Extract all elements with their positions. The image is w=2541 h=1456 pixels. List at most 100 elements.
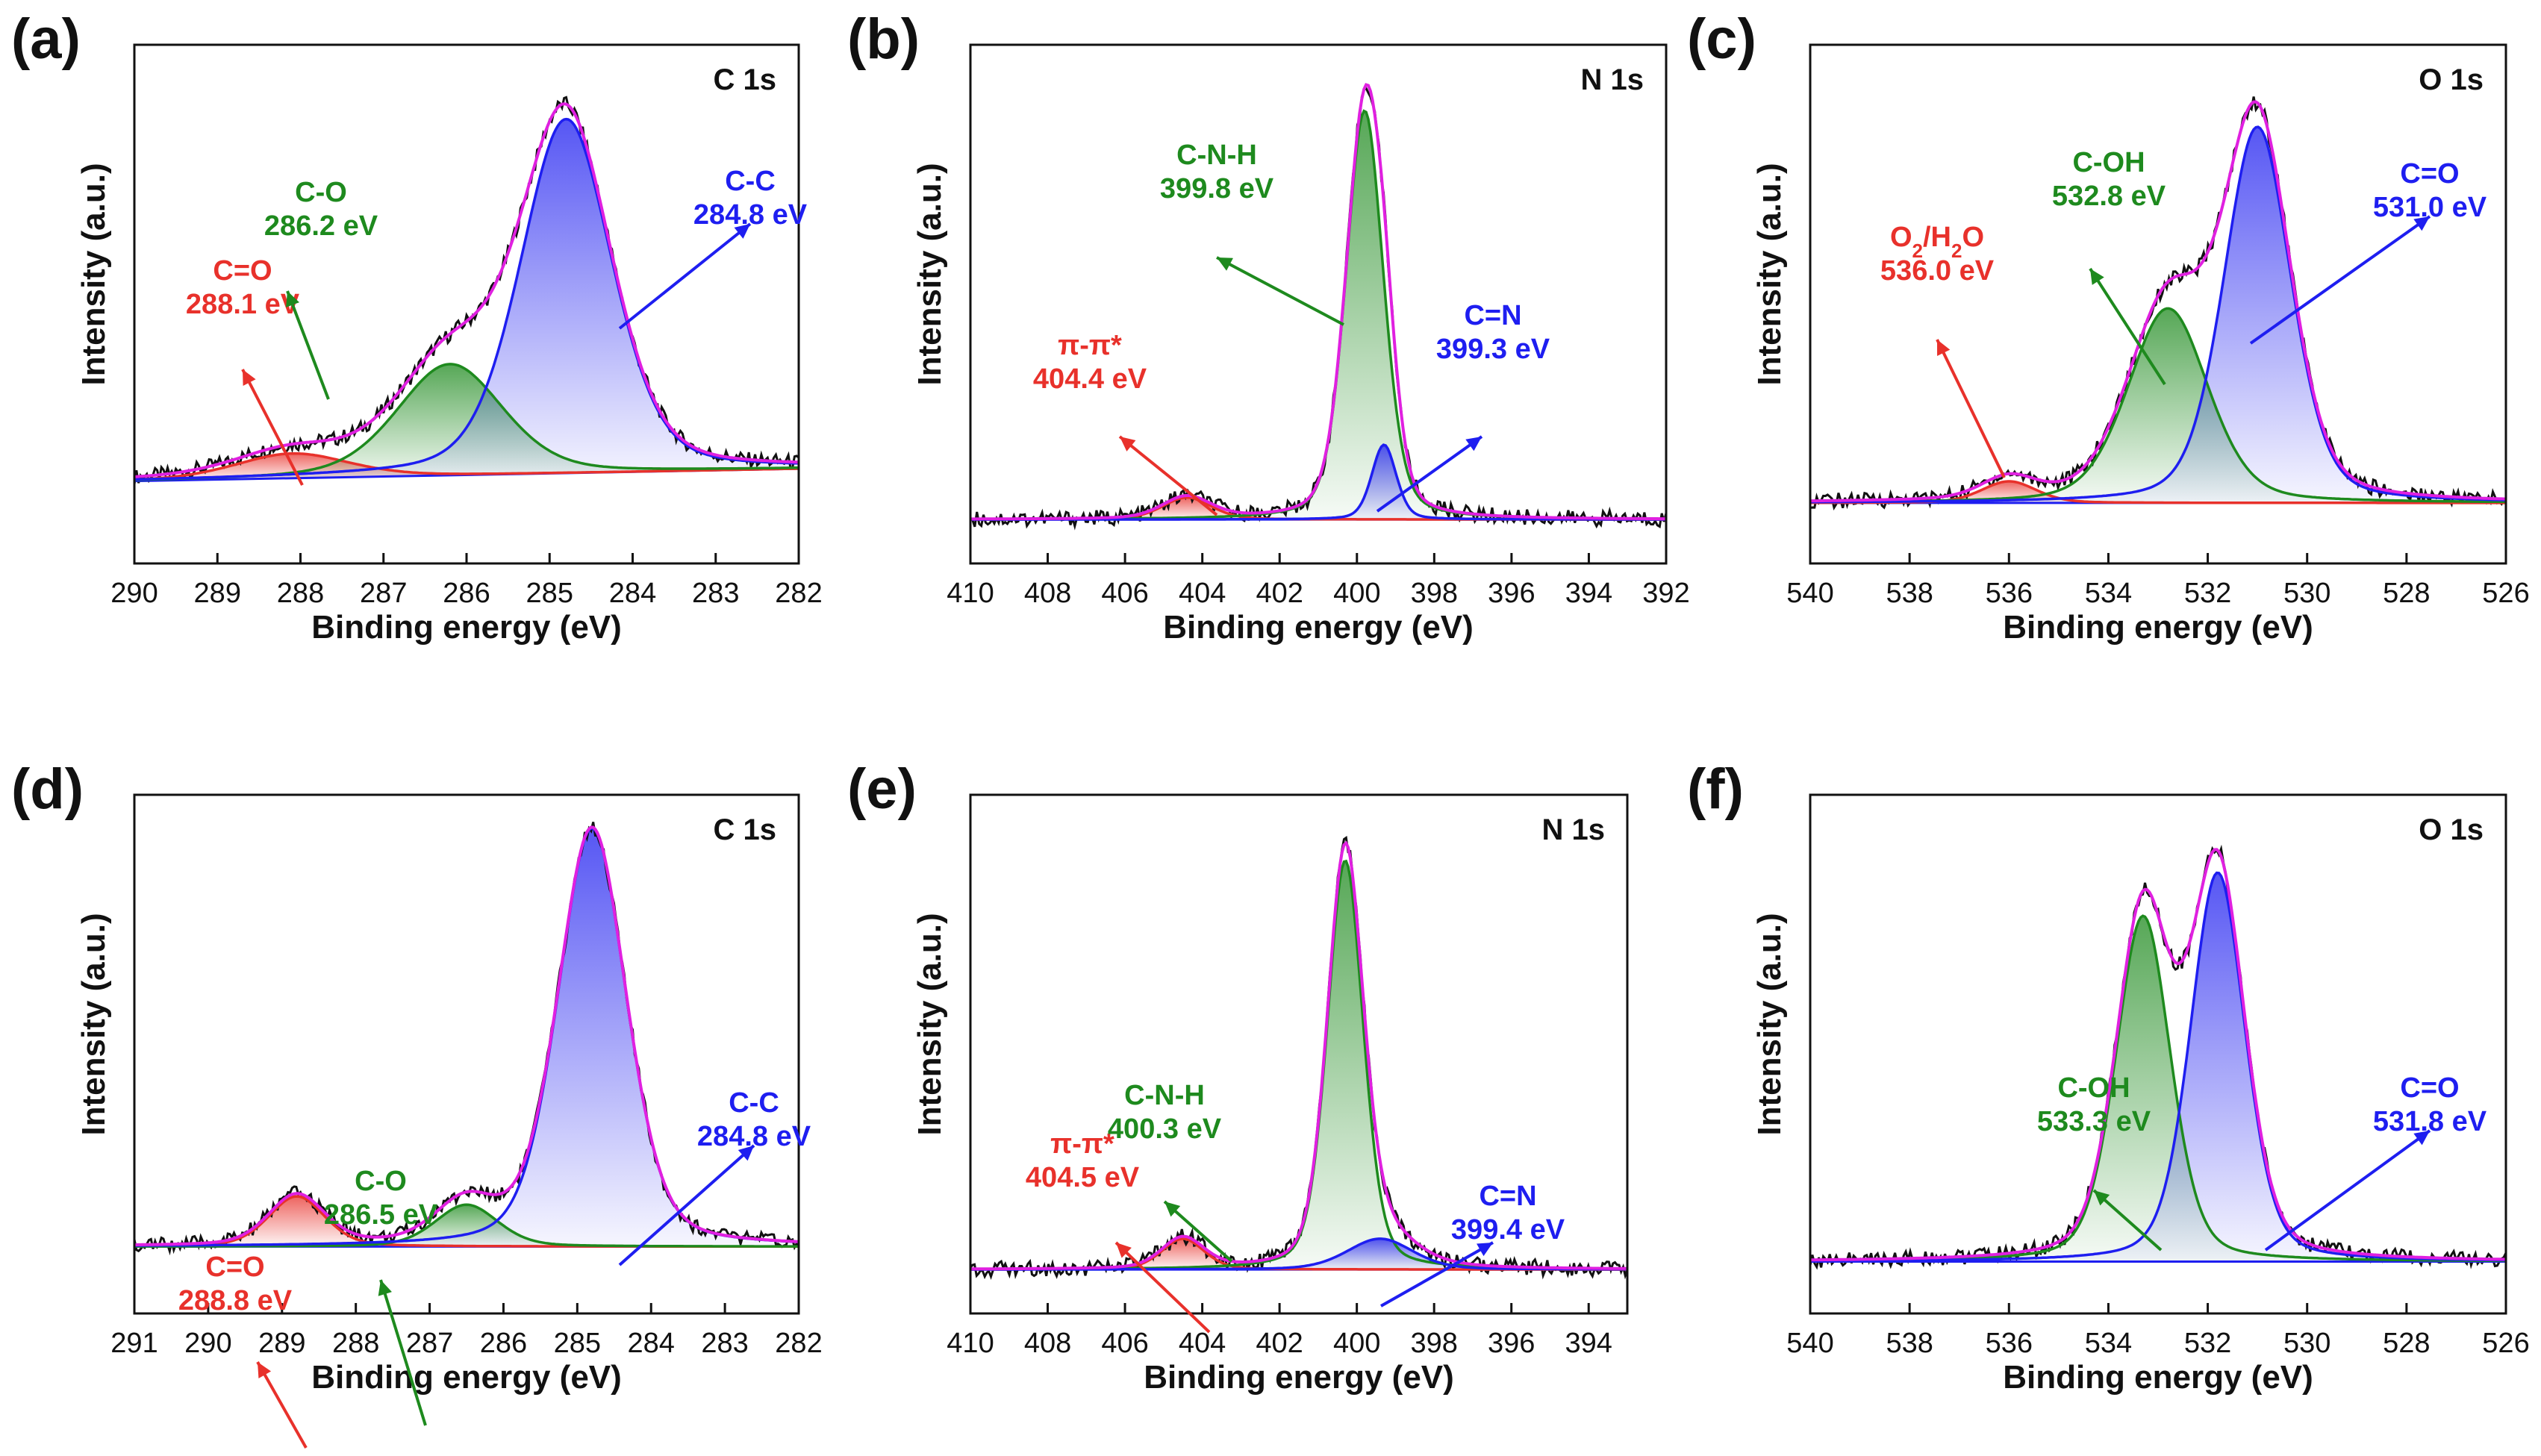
peak-label: C-N-H [1176,140,1257,171]
arrow-head-icon [2090,269,2104,285]
peak-energy-label: 536.0 eV [1880,255,1995,287]
x-tick-label: 394 [1565,1328,1612,1359]
y-axis-title: Intensity (a.u.) [75,913,112,1135]
x-tick-label: 398 [1410,1328,1457,1359]
x-axis-title: Binding energy (eV) [311,1359,622,1396]
peak-fill-C-C [134,828,799,1247]
peak-energy-label: 286.5 eV [324,1199,438,1231]
peak-energy-label: 533.3 eV [2037,1106,2151,1137]
peak-fill-C=O [134,1196,799,1247]
x-tick-label: 396 [1488,1328,1535,1359]
x-tick-label: 530 [2283,578,2330,609]
x-tick-label: 287 [360,578,407,609]
x-tick-label: 289 [258,1328,305,1359]
peak-label: C-O [355,1166,407,1197]
peak-label: O2/H2O [1890,222,1984,262]
annotation-arrow [1380,1241,1494,1307]
arrow-head-icon [1120,437,1136,452]
x-tick-label: 285 [526,578,573,609]
x-tick-label: 534 [2085,1328,2132,1359]
peak-label: C=N [1464,300,1521,331]
peak-label: π-π* [1050,1128,1114,1160]
envelope-fit [970,840,1627,1271]
arrow-head-icon [734,224,750,239]
peak-label: C=O [2400,1072,2459,1104]
x-tick-label: 396 [1488,578,1535,609]
panel-c: 540 538 536 534 532 530 528 526 Binding energy (… [1687,7,2530,646]
x-tick-label: 526 [2482,578,2529,609]
x-tick-label: 288 [277,578,324,609]
x-tick-label: 534 [2085,578,2132,609]
x-tick-label: 283 [701,1328,748,1359]
peak-label: C=O [205,1252,264,1283]
x-tick-label: 530 [2283,1328,2330,1359]
core-level-label: C 1s [714,63,777,96]
arrow-head-icon [378,1280,392,1296]
peak-fill-C-N-H [970,110,1666,520]
raw-spectrum [134,822,799,1256]
x-tick-label: 287 [406,1328,453,1359]
arrow-head-icon [1165,1202,1181,1217]
x-tick-label: 284 [609,578,656,609]
x-tick-label: 536 [1986,578,2033,609]
arrow-head-icon [243,369,256,386]
x-tick-label: 283 [692,578,739,609]
peak-label: C-O [295,177,347,208]
arrow-head-icon [1217,257,1233,271]
peak-energy-label: 288.1 eV [186,289,300,320]
arrow-head-icon [1937,340,1951,356]
arrow-head-icon [2094,1190,2110,1206]
annotation-arrow [618,222,752,330]
arrow-head-icon [2413,216,2430,231]
panel-d: 291 290 289 288 287 286 285 284 283 282 Binding en… [11,757,823,1449]
envelope-fit [134,102,799,478]
x-tick-label: 406 [1101,1328,1148,1359]
peak-energy-label: 284.8 eV [697,1121,811,1152]
envelope-fit [970,83,1666,521]
peak-energy-label: 399.4 eV [1451,1214,1565,1246]
axes-frame [969,793,1629,1315]
peak-label: C-OH [2057,1072,2130,1104]
peak-line-C=O [134,452,799,481]
envelope-fit [134,825,799,1246]
annotation-arrow [379,1279,427,1426]
arrow-head-icon [2413,1131,2430,1146]
core-level-label: N 1s [1542,813,1606,846]
panel-label: (f) [1687,757,1744,821]
core-level-label: O 1s [2419,813,2484,846]
peak-energy-label: 404.4 eV [1033,363,1147,395]
peak-line-C=O [1810,871,2506,1263]
annotation-arrow [2249,215,2431,345]
peak-energy-label: 288.8 eV [178,1285,293,1316]
axes-frame [1809,793,2507,1315]
arrow-head-icon [1465,437,1482,452]
panel-b: 410 408 406 404 402 400 398 396 394 392 Binding en… [847,7,1690,646]
raw-spectrum [970,87,1666,531]
x-tick-label: 290 [110,578,158,609]
arrow-head-icon [258,1362,272,1378]
panel-e: 410 408 406 404 402 400 398 396 394 Binding energ… [847,757,1629,1396]
peak-fill-C-OH [1810,308,2506,503]
annotation-arrow [1163,1200,1233,1263]
peak-label: C=N [1479,1181,1536,1212]
annotation-arrow [241,369,304,486]
x-tick-label: 290 [184,1328,231,1359]
core-level-label: N 1s [1581,63,1644,96]
axes-frame [1809,43,2507,565]
peak-energy-label: 532.8 eV [2052,181,2166,212]
peak-fill-C-C [134,119,799,481]
annotation-arrow [1114,1241,1211,1334]
core-level-label: C 1s [714,813,777,846]
x-tick-label: 408 [1024,1328,1071,1359]
panel-label: (e) [847,757,917,821]
peak-fill-O2/H2O [1810,481,2506,503]
y-axis-title: Intensity (a.u.) [75,163,112,385]
